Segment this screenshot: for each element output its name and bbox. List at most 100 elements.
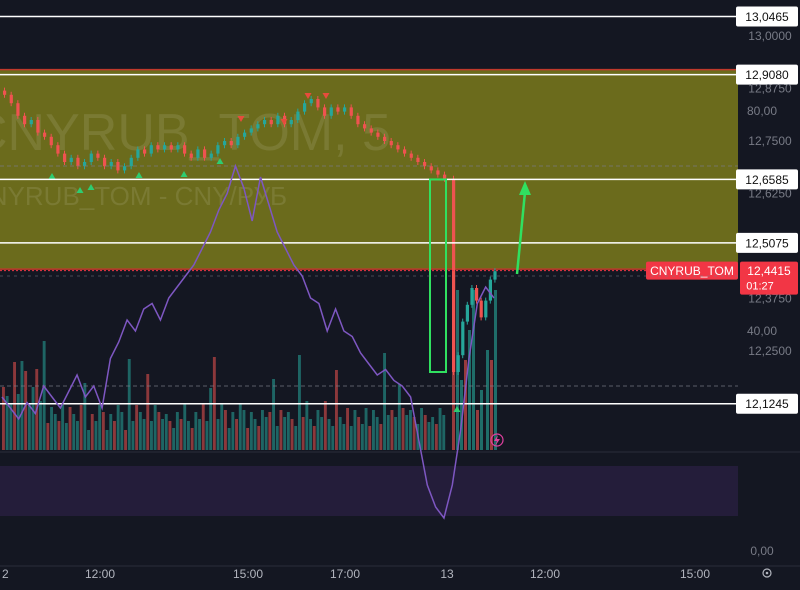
- volume-bar: [460, 380, 463, 450]
- annotation-arrow-head: [519, 181, 531, 195]
- volume-bar: [486, 350, 489, 450]
- candle-body: [323, 107, 327, 116]
- candle-body: [136, 149, 140, 158]
- volume-bar: [183, 403, 187, 450]
- candle-body: [452, 178, 456, 372]
- candle-body: [176, 145, 180, 150]
- candle-body: [336, 107, 340, 112]
- volume-bar: [442, 415, 446, 450]
- candle-body: [29, 120, 33, 125]
- volume-bar: [375, 417, 379, 450]
- price-axis-tick: 12,6250: [748, 187, 792, 201]
- level-label-box: [736, 6, 798, 27]
- volume-bar: [312, 426, 316, 450]
- buy-signal-marker: [135, 172, 143, 178]
- candle-body: [383, 136, 387, 141]
- candle-body: [189, 153, 193, 158]
- sell-signal-marker: [304, 93, 312, 99]
- candle-body: [276, 115, 280, 125]
- volume-bar: [309, 419, 312, 450]
- volume-bar: [131, 421, 135, 450]
- candle-body: [129, 157, 133, 167]
- volume-bar: [216, 419, 220, 450]
- volume-bar: [109, 414, 113, 450]
- volume-bar: [290, 419, 294, 450]
- buy-signal-marker: [48, 173, 56, 179]
- volume-bar: [346, 408, 349, 450]
- candle-body: [109, 162, 113, 167]
- candle-body: [156, 145, 160, 150]
- volume-bar: [283, 417, 287, 450]
- volume-bar: [357, 417, 361, 450]
- volume-bar: [364, 408, 368, 450]
- candle-body: [289, 120, 293, 125]
- candle-body: [83, 162, 87, 167]
- candle-body: [396, 145, 400, 150]
- rsi-band-fill: [0, 466, 738, 516]
- candle-body: [475, 288, 479, 301]
- current-price-label: 12,4415: [747, 264, 791, 278]
- candle-body: [169, 145, 173, 150]
- volume-bar: [68, 407, 72, 450]
- price-axis-tick: 13,0000: [748, 29, 792, 43]
- volume-bar: [342, 424, 346, 450]
- candle-body: [69, 157, 73, 162]
- settings-icon[interactable]: [762, 568, 772, 578]
- volume-bar: [275, 426, 279, 450]
- candle-body: [309, 99, 313, 104]
- level-label-box: [736, 393, 798, 414]
- volume-bar: [72, 414, 76, 450]
- candle-body: [269, 120, 273, 125]
- candle-body: [316, 99, 320, 108]
- volume-bar: [327, 419, 331, 450]
- volume-bar: [305, 401, 309, 450]
- volume-bar: [420, 408, 423, 450]
- candle-body: [363, 124, 367, 129]
- volume-bar: [349, 426, 353, 450]
- candle-body: [103, 157, 107, 167]
- level-label-box: [736, 64, 798, 85]
- candle-body: [203, 149, 207, 158]
- level-label: 12,6585: [745, 173, 789, 187]
- candle-body: [223, 141, 227, 146]
- candle-body: [465, 304, 469, 322]
- volume-bar: [323, 401, 327, 450]
- volume-bar: [138, 412, 142, 450]
- volume-bar: [209, 388, 213, 450]
- volume-bar: [372, 410, 375, 450]
- volume-bar: [224, 410, 227, 450]
- volume-bar: [20, 361, 24, 450]
- level-label: 13,0465: [745, 10, 789, 24]
- buy-signal-marker: [453, 406, 461, 412]
- volume-bar: [57, 421, 61, 450]
- candle-body: [416, 157, 420, 162]
- candle-body: [16, 103, 20, 116]
- candle-body: [470, 288, 474, 305]
- volume-bar: [490, 360, 493, 450]
- volume-bar: [246, 428, 250, 450]
- volume-bar: [76, 421, 79, 450]
- volume-bar: [79, 405, 83, 450]
- time-axis-label: 12:00: [530, 567, 560, 581]
- volume-bar: [335, 370, 338, 450]
- sell-signal-marker: [237, 116, 245, 122]
- alert-icon[interactable]: [490, 433, 504, 447]
- volume-bar: [179, 419, 183, 450]
- watermark-description: CNYRUB_TOM - CNY/РУБ: [0, 181, 287, 211]
- price-axis-tick: 12,2500: [748, 344, 792, 358]
- volume-bar: [120, 412, 124, 450]
- candle-body: [493, 271, 497, 280]
- volume-bar: [231, 412, 235, 450]
- volume-bar: [190, 428, 194, 450]
- candle-body: [376, 132, 380, 137]
- volume-bar: [175, 412, 179, 450]
- volume-bar: [386, 415, 390, 450]
- candle-body: [479, 300, 483, 318]
- candle-body: [196, 149, 200, 158]
- volume-bar: [331, 426, 335, 450]
- candle-body: [149, 145, 153, 154]
- settings-icon-center: [765, 571, 769, 575]
- volume-bar: [98, 405, 102, 450]
- volume-bar: [405, 415, 409, 450]
- time-axis-label: 15:00: [680, 567, 710, 581]
